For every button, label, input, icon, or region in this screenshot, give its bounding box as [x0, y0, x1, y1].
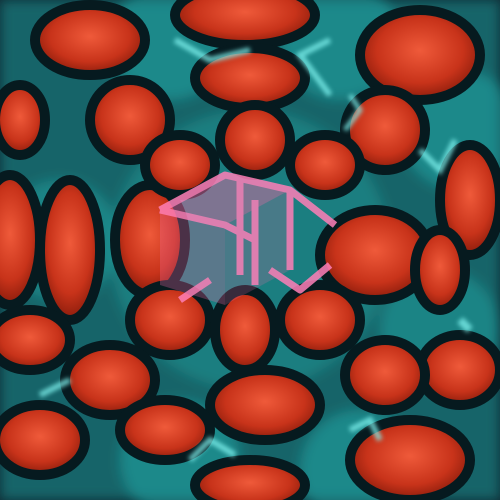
cube [158, 171, 338, 305]
network-highlights [38, 37, 473, 463]
